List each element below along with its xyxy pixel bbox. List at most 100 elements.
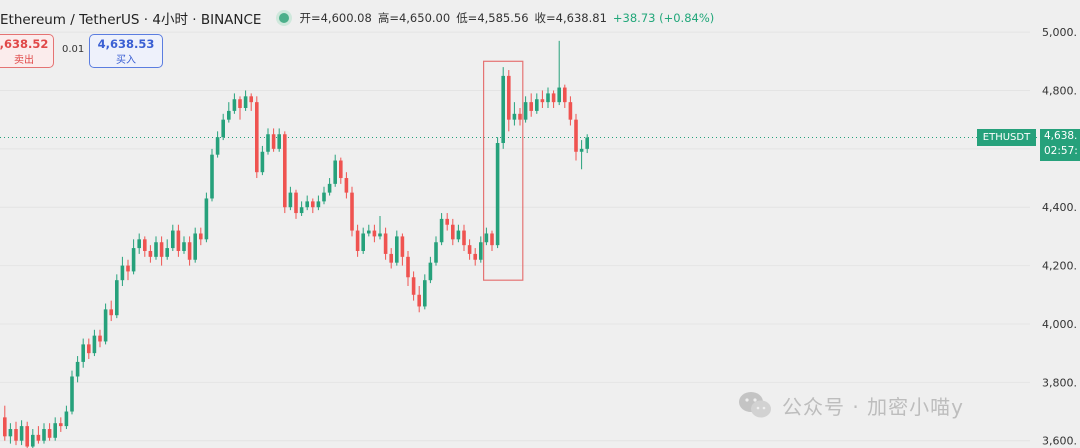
candle-body (87, 344, 91, 354)
candle-body (311, 201, 315, 208)
candle-body (557, 87, 561, 103)
candle-body (563, 87, 567, 103)
candle-body (585, 137, 589, 149)
candle-body (406, 256, 410, 278)
candle-body (507, 75, 511, 120)
buy-price: 4,638.53 (97, 37, 155, 51)
candle-body (378, 233, 382, 237)
candle-body (92, 335, 97, 354)
candle-body (322, 192, 326, 202)
candle-body (327, 183, 332, 193)
candle-body (579, 148, 584, 152)
candle-body (288, 192, 293, 208)
candle-body (159, 242, 164, 257)
candle-body (299, 207, 304, 214)
candle-body (568, 102, 573, 120)
candle-body (8, 429, 13, 437)
candle-body (367, 230, 371, 234)
candle-body (249, 96, 253, 103)
candle-body (42, 429, 46, 441)
candle-body (109, 309, 113, 316)
watermark: 公众号 · 加密小喵y (738, 388, 964, 422)
candle-body (255, 102, 259, 173)
candle-body (126, 265, 130, 272)
symbol-price-tag: ETHUSDT (977, 129, 1036, 146)
candle-body (215, 137, 220, 155)
low-value: 低=4,585.56 (456, 11, 529, 25)
candle-body (143, 239, 147, 251)
candle-body (467, 245, 472, 254)
candle-body (277, 134, 281, 149)
candle-body (243, 96, 248, 108)
candle-body (551, 93, 556, 103)
candle-body (451, 224, 455, 240)
candle-body (434, 242, 438, 263)
candle-body (120, 265, 125, 281)
candle-body (81, 344, 85, 362)
symbol-title[interactable]: Ethereum / TetherUS · 4小时 · BINANCE (0, 12, 262, 28)
sell-button[interactable]: ,638.52 卖出 (0, 34, 54, 68)
change-value: +38.73 (+0.84%) (612, 11, 715, 25)
candle-body (31, 434, 35, 447)
candle-body (501, 75, 505, 144)
candle-body (518, 113, 522, 120)
candle-body (439, 218, 444, 243)
chart-header: Ethereum / TetherUS · 4小时 · BINANCE 开=4,… (0, 9, 715, 28)
buy-label: 买入 (116, 55, 136, 66)
candle-body (59, 423, 63, 427)
candle-body (98, 335, 102, 342)
highlight-box (483, 60, 524, 281)
candle-body (238, 99, 242, 108)
candle-body (182, 242, 186, 251)
candle-body (75, 361, 80, 377)
candle-body (19, 426, 24, 441)
candle-body (187, 242, 192, 260)
candle-body (25, 426, 29, 447)
candle-body (355, 230, 360, 251)
candle-body (115, 280, 119, 316)
candle-body (14, 429, 18, 441)
candle-body (148, 250, 153, 257)
candle-body (221, 119, 225, 138)
y-tick-label: 5,000. (1042, 26, 1077, 39)
candle-body (372, 230, 377, 237)
candle-body (512, 113, 517, 120)
sell-price: ,638.52 (0, 37, 49, 51)
candle-body (456, 230, 461, 240)
candle-body (333, 160, 337, 184)
candle-body (495, 143, 500, 246)
y-tick-label: 4,800. (1042, 84, 1077, 97)
candle-body (266, 134, 270, 152)
candle-body (473, 253, 477, 260)
candle-body (428, 262, 433, 281)
candle-body (283, 134, 287, 208)
candle-body (462, 230, 466, 246)
last-price-tag: 4,638. 02:57: (1040, 129, 1080, 161)
candle-body (271, 134, 276, 149)
candle-body (411, 277, 416, 295)
y-tick-label: 4,400. (1042, 201, 1077, 214)
candle-body (154, 242, 158, 257)
candle-body (165, 248, 169, 257)
spread-value: 0.01 (62, 44, 85, 55)
y-tick-label: 3,600. (1042, 435, 1077, 448)
close-value: 收=4,638.81 (534, 11, 607, 25)
candle-body (484, 233, 489, 243)
y-tick-label: 4,200. (1042, 260, 1077, 273)
candle-body (523, 102, 528, 120)
candle-body (445, 218, 449, 225)
candle-body (227, 110, 231, 120)
y-tick-label: 3,800. (1042, 376, 1077, 389)
watermark-text: 公众号 · 加密小喵y (782, 394, 964, 419)
candle-body (339, 160, 343, 179)
candle-body (232, 99, 237, 111)
wechat-icon (739, 392, 771, 418)
bar-countdown: 02:57: (1044, 145, 1078, 157)
candle-body (417, 294, 421, 307)
buy-button[interactable]: 4,638.53 买入 (89, 34, 163, 68)
sell-label: 卖出 (14, 55, 34, 66)
candle-body (36, 434, 41, 441)
candle-body (137, 239, 141, 249)
candle-body (103, 309, 108, 342)
